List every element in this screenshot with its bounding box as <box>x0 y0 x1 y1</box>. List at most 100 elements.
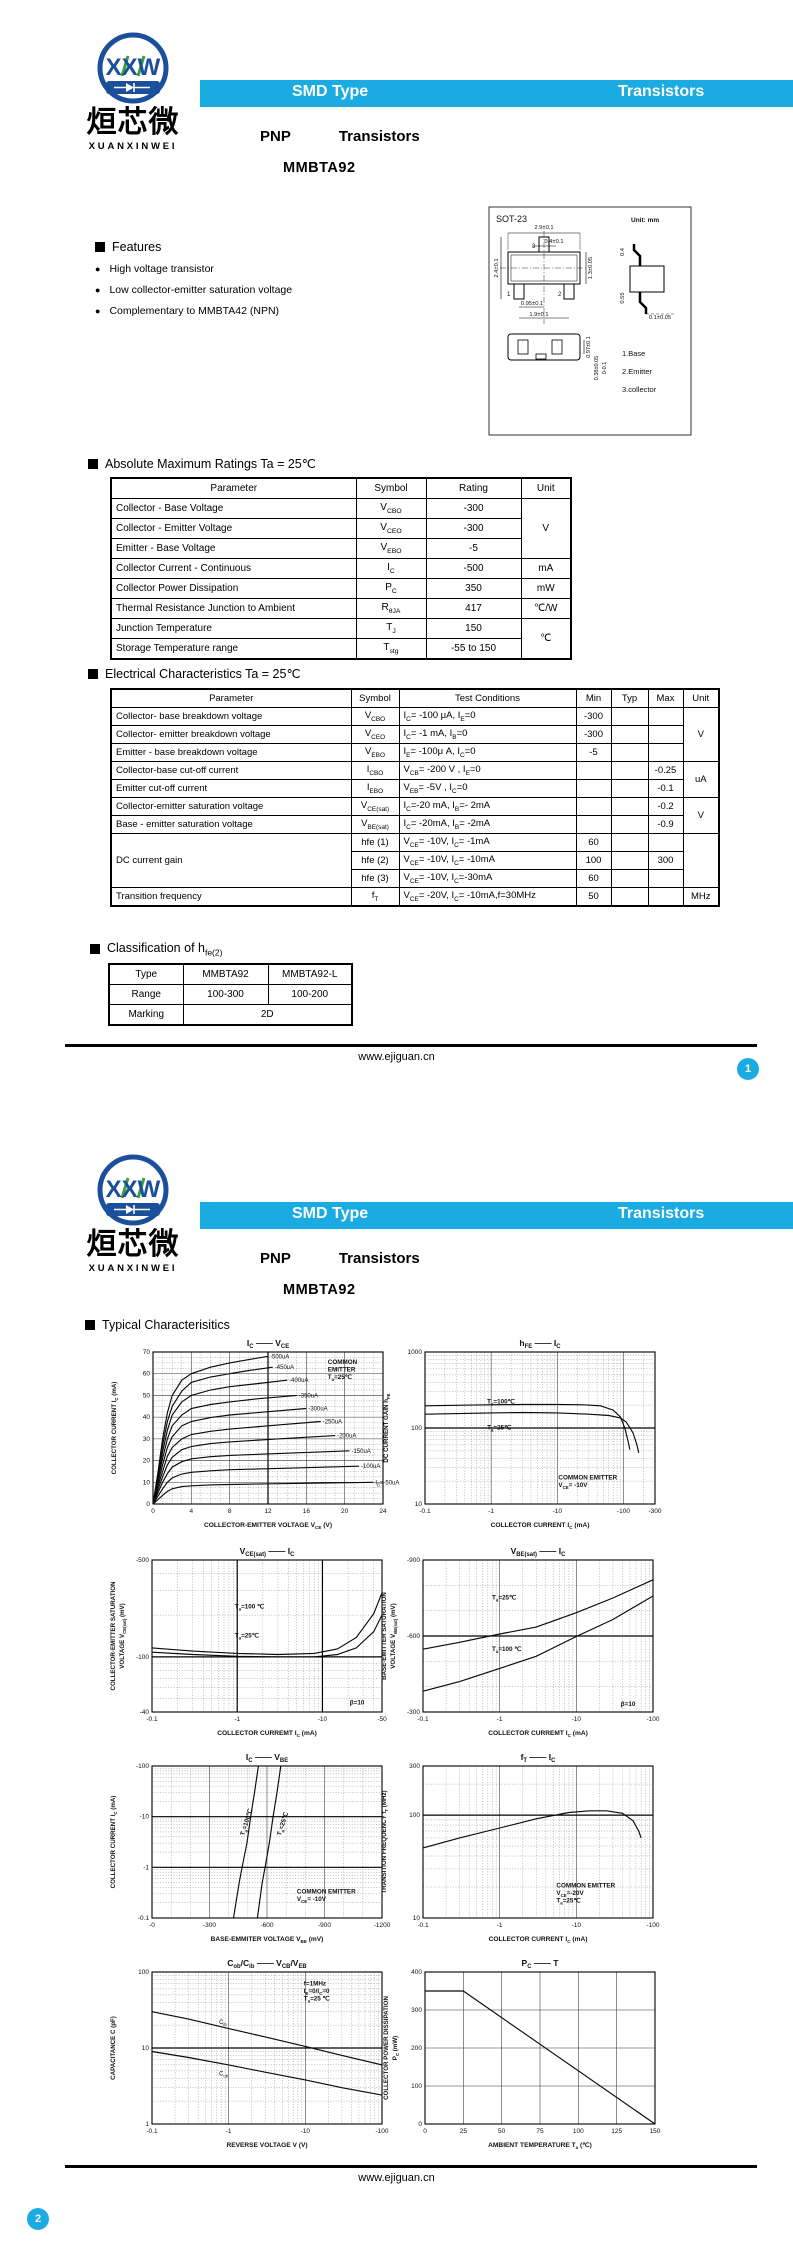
svg-label: a <box>491 1402 494 1407</box>
cell: Collector - Base Voltage <box>110 498 357 519</box>
cell: IEBO <box>350 779 400 798</box>
svg-label: -0.1 <box>419 1508 431 1515</box>
svg-label: =25℃ <box>334 1374 352 1381</box>
svg-shape <box>517 339 529 355</box>
cell <box>647 869 684 888</box>
section-marker-icon <box>95 242 105 252</box>
svg-label: T <box>492 1594 496 1601</box>
svg-shape <box>136 1177 145 1199</box>
cell: -300 <box>425 498 522 519</box>
cell <box>647 725 684 744</box>
svg-label: 10 <box>415 1501 423 1508</box>
section-marker-icon <box>85 1320 95 1330</box>
svg-label: 20 <box>341 1508 349 1515</box>
svg-shape <box>152 1450 350 1505</box>
svg-shape <box>424 1971 656 2125</box>
svg-label: AMBIENT TEMPERATURE Ta (℃) <box>488 2141 592 2150</box>
svg-label: 0 <box>146 1501 150 1508</box>
svg-label: CE(sat) <box>245 1552 266 1558</box>
svg-label: 100 <box>138 1969 149 1976</box>
svg-label: P <box>522 1958 528 1968</box>
cell: PC <box>355 578 427 599</box>
cell: IC=-20 mA, IB=- 2mA <box>398 797 577 816</box>
svg-shape <box>152 1394 297 1505</box>
svg-label: -1 <box>226 2128 232 2135</box>
svg-label: C <box>567 1939 571 1944</box>
svg-label: -300 <box>203 1922 216 1929</box>
table-row: Collector - Emitter Voltage VCEO -300 <box>110 518 571 539</box>
svg-label: T <box>487 1399 491 1406</box>
svg-label: -10 <box>140 1814 150 1821</box>
svg-label: VOLTAGE V <box>390 1633 397 1669</box>
svg-shape <box>488 206 692 436</box>
svg-label: 10 <box>142 2045 150 2052</box>
svg-label: 0 <box>423 2128 427 2135</box>
cell: -500 <box>425 558 522 579</box>
svg-label: -100 <box>136 1763 149 1770</box>
svg-label: T <box>492 1646 496 1653</box>
svg-label: -350uA <box>299 1393 318 1399</box>
brand-logo: XXW 烜芯微 XUANXINWEI <box>70 1152 196 1274</box>
svg-label: VOLTAGE VBE(sat) (mV) <box>390 1603 398 1668</box>
svg-label: 40 <box>143 1414 151 1421</box>
svg-label: Ta=25℃ <box>492 1594 516 1602</box>
svg-label: -50 <box>377 1716 387 1723</box>
svg-label: T <box>487 1424 491 1431</box>
svg-label: COLLECTOR-EMITTER SATURATION <box>110 1581 117 1690</box>
page-number-badge: 2 <box>27 2208 49 2230</box>
svg-shape <box>629 265 665 293</box>
svg-label: V <box>240 1546 246 1556</box>
svg-shape <box>151 1592 383 1656</box>
svg-label: a <box>491 1427 494 1432</box>
cell <box>610 743 649 762</box>
svg-label: -10 <box>301 2128 311 2135</box>
device-class-label: Transistors <box>338 1250 420 1267</box>
svg-label: ob <box>233 1964 241 1970</box>
svg-label: T <box>523 1758 527 1764</box>
footer-rule <box>65 1044 757 1047</box>
cell <box>610 779 649 798</box>
svg-label: COLLECTOR CURRENT I <box>111 1400 118 1474</box>
svg-label: =100℃ <box>241 1808 254 1830</box>
svg-label: a <box>280 1829 286 1833</box>
brand-name-cn: 烜芯微 <box>86 105 180 140</box>
cell: Collector - Emitter Voltage <box>110 518 357 539</box>
cell: Collector Current - Continuous <box>110 558 357 579</box>
svg-label: 30 <box>143 1436 151 1443</box>
svg-label: IC —— VBE <box>246 1752 288 1764</box>
svg-label: f=1MHz <box>304 1981 326 1988</box>
svg-label: C <box>569 1525 573 1530</box>
bullet-icon: ● <box>95 285 101 295</box>
svg-label: 50 <box>498 2128 506 2135</box>
svg-label: T <box>276 1830 284 1836</box>
svg-label: 4 <box>190 1508 194 1515</box>
table-row: Range 100-300 100-200 <box>108 984 353 1005</box>
cell: Emitter - base breakdown voltage <box>110 743 352 762</box>
cell: -300 <box>425 518 522 539</box>
svg-label: T <box>239 1830 247 1836</box>
svg-shape <box>152 1366 273 1505</box>
svg-label: 100 <box>573 2128 584 2135</box>
svg-label: (mV) <box>119 1603 126 1618</box>
svg-label: (mV) <box>307 1936 323 1943</box>
svg-shape <box>152 1481 374 1505</box>
svg-label: 2.9±0.1 <box>534 225 553 231</box>
svg-shape <box>152 1465 360 1505</box>
svg-shape <box>120 1177 129 1199</box>
svg-label: REVERSE VOLTAGE V (V) <box>226 2142 307 2149</box>
svg-label: -500uA <box>270 1354 289 1360</box>
svg-label: 300 <box>411 2007 422 2014</box>
type-line: PNP Transistors <box>260 1250 420 1267</box>
svg-label: 1000 <box>408 1349 423 1356</box>
column-header: Parameter <box>110 477 357 499</box>
svg-shape <box>151 2011 383 2066</box>
cell: 350 <box>425 578 522 599</box>
cell <box>647 887 684 907</box>
svg-label: -10 <box>301 2128 311 2135</box>
svg-label: -100 <box>617 1508 630 1515</box>
svg-label: CE <box>561 1893 567 1898</box>
svg-label: EMITTER <box>328 1367 356 1374</box>
svg-label: Cob/Cib —— VCB/VEB <box>227 1958 307 1970</box>
svg-label: 2.4±0.1 <box>494 258 500 277</box>
svg-label: 100 <box>138 1969 149 1976</box>
